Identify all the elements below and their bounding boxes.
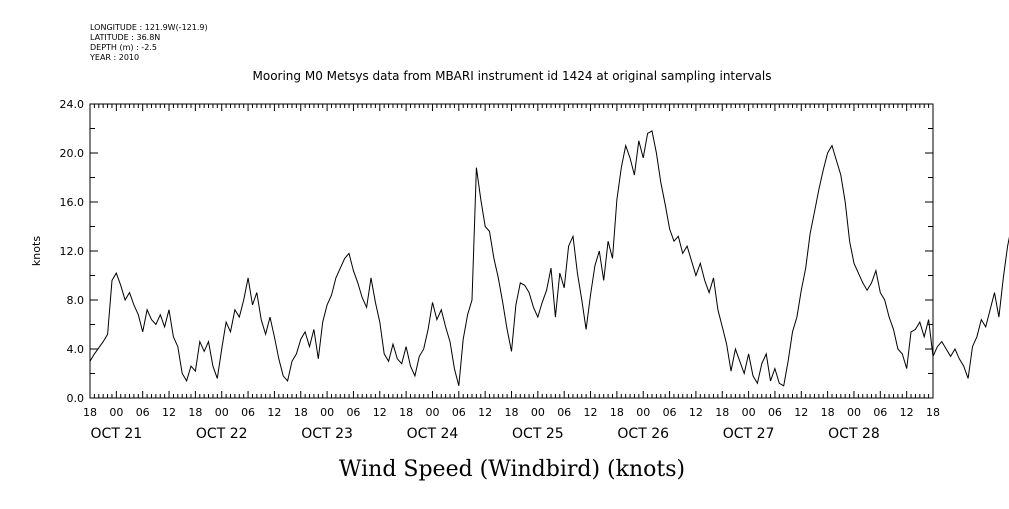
x-hour-label: 06 xyxy=(241,406,255,419)
x-axis: 18 00 06 12 18 00 06 12 18 00 06 12 18 00 06 12 18 00 06 12… xyxy=(83,104,940,442)
x-hour-label: 18 xyxy=(610,406,624,419)
x-hour-label: 00 xyxy=(215,406,229,419)
y-axis: 0.0 4.0 8.0 12.0 16.0 20.0 24.0 xyxy=(60,98,933,405)
metadata-block: LONGITUDE : 121.9W(-121.9) LATITUDE : 36… xyxy=(89,23,208,62)
x-hour-label: 18 xyxy=(399,406,413,419)
x-hour-label: 18 xyxy=(821,406,835,419)
y-tick-label: 12.0 xyxy=(60,245,85,258)
x-hour-label: 12 xyxy=(794,406,808,419)
x-hour-label: 18 xyxy=(188,406,202,419)
x-hour-label: 00 xyxy=(531,406,545,419)
x-hour-label: 00 xyxy=(636,406,650,419)
x-hour-label: 00 xyxy=(425,406,439,419)
y-tick-label: 0.0 xyxy=(67,392,85,405)
x-date-label: OCT 21 xyxy=(91,426,143,442)
x-hour-label: 12 xyxy=(162,406,176,419)
x-date-label: OCT 27 xyxy=(723,426,775,442)
x-hour-label: 00 xyxy=(109,406,123,419)
y-tick-label: 4.0 xyxy=(67,343,85,356)
x-hour-label: 18 xyxy=(505,406,519,419)
x-hour-label: 18 xyxy=(83,406,97,419)
meta-longitude: LONGITUDE : 121.9W(-121.9) xyxy=(90,23,208,32)
chart-title: Mooring M0 Metsys data from MBARI instru… xyxy=(253,69,772,83)
x-hour-label: 06 xyxy=(136,406,150,419)
x-date-label: OCT 22 xyxy=(196,426,248,442)
x-hour-label: 00 xyxy=(742,406,756,419)
x-hour-label: 12 xyxy=(584,406,598,419)
x-hour-label: 00 xyxy=(847,406,861,419)
x-hour-label: 12 xyxy=(900,406,914,419)
x-hour-label: 06 xyxy=(557,406,571,419)
meta-year: YEAR : 2010 xyxy=(89,53,139,62)
x-hour-label: 12 xyxy=(373,406,387,419)
y-tick-label: 20.0 xyxy=(60,147,85,160)
y-tick-label: 16.0 xyxy=(60,196,85,209)
x-date-label: OCT 23 xyxy=(301,426,353,442)
meta-latitude: LATITUDE : 36.8N xyxy=(90,33,160,42)
x-hour-label: 18 xyxy=(926,406,940,419)
x-hour-label: 12 xyxy=(689,406,703,419)
x-date-label: OCT 28 xyxy=(828,426,880,442)
x-hour-label: 12 xyxy=(478,406,492,419)
x-hour-label: 06 xyxy=(873,406,887,419)
x-hour-label: 18 xyxy=(715,406,729,419)
x-hour-label: 18 xyxy=(294,406,308,419)
y-axis-label: knots xyxy=(30,236,43,266)
x-axis-label: Wind Speed (Windbird) (knots) xyxy=(339,457,685,482)
x-hour-label: 12 xyxy=(267,406,281,419)
y-tick-label: 24.0 xyxy=(60,98,85,111)
y-tick-label: 8.0 xyxy=(67,294,85,307)
x-hour-label: 06 xyxy=(663,406,677,419)
x-date-label: OCT 24 xyxy=(407,426,459,442)
series-layer xyxy=(89,130,1009,387)
plot-frame xyxy=(89,103,934,399)
x-hour-label: 06 xyxy=(346,406,360,419)
x-hour-label: 06 xyxy=(768,406,782,419)
x-hour-label: 00 xyxy=(320,406,334,419)
x-date-label: OCT 26 xyxy=(617,426,669,442)
meta-depth: DEPTH (m) : -2.5 xyxy=(90,43,157,52)
wind-speed-series-line xyxy=(89,130,1009,387)
x-date-label: OCT 25 xyxy=(512,426,564,442)
x-hour-label: 06 xyxy=(452,406,466,419)
